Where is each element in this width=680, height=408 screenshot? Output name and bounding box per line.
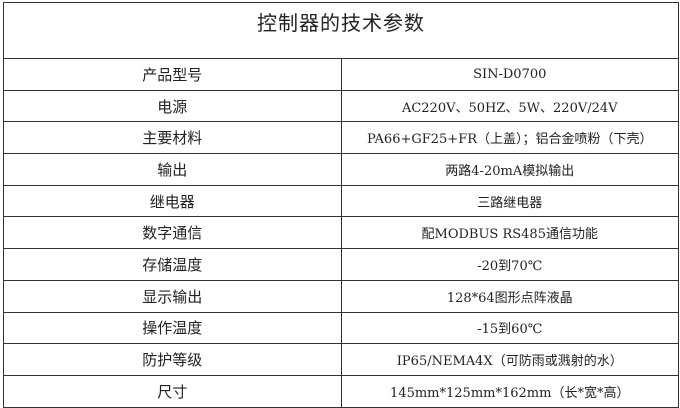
table-row: 继电器 三路继电器 (3, 184, 679, 218)
spec-value: 145mm*125mm*162mm（长*宽*高） (340, 374, 679, 408)
spec-value: 配MODBUS RS485通信功能 (340, 216, 679, 250)
spec-rows: 产品型号 SIN-D0700 电源 AC220V、50HZ、5W、220V/24V 主要… (3, 58, 679, 408)
table-row: 尺寸 145mm*125mm*162mm（长*宽*高） (3, 374, 679, 408)
table-row: 输出 两路4-20mA模拟输出 (3, 153, 679, 186)
spec-value: -20到70℃ (340, 248, 679, 281)
spec-label: 产品型号 (3, 58, 342, 91)
spec-value: 128*64图形点阵液晶 (340, 279, 679, 313)
spec-label: 显示输出 (3, 279, 342, 313)
table-row: 主要材料 PA66+GF25+FR（上盖）；铝合金喷粉（下壳） (3, 121, 679, 155)
table-row: 电源 AC220V、50HZ、5W、220V/24V (3, 89, 679, 123)
spec-value: -15到60℃ (340, 311, 679, 345)
spec-table: 控制器的技术参数 产品型号 SIN-D0700 电源 AC220V、50HZ、5W、2… (3, 2, 679, 408)
table-title: 控制器的技术参数 (3, 2, 679, 59)
table-row: 显示输出 128*64图形点阵液晶 (3, 279, 679, 313)
spec-value: IP65/NEMA4X（可防雨或溅射的水） (340, 343, 679, 376)
title-row: 控制器的技术参数 (3, 2, 679, 59)
spec-label: 继电器 (3, 184, 342, 218)
table-row: 存储温度 -20到70℃ (3, 248, 679, 281)
spec-label: 电源 (3, 89, 342, 123)
spec-value: PA66+GF25+FR（上盖）；铝合金喷粉（下壳） (340, 121, 679, 155)
spec-value: AC220V、50HZ、5W、220V/24V (340, 89, 679, 123)
table-row: 防护等级 IP65/NEMA4X（可防雨或溅射的水） (3, 343, 679, 376)
spec-label: 输出 (3, 153, 342, 186)
spec-label: 存储温度 (3, 248, 342, 281)
spec-label: 数字通信 (3, 216, 342, 250)
spec-label: 主要材料 (3, 121, 342, 155)
spec-label: 操作温度 (3, 311, 342, 345)
table-row: 操作温度 -15到60℃ (3, 311, 679, 345)
spec-value: 两路4-20mA模拟输出 (340, 153, 679, 186)
table-row: 数字通信 配MODBUS RS485通信功能 (3, 216, 679, 250)
spec-value: 三路继电器 (340, 184, 679, 218)
spec-label: 防护等级 (3, 343, 342, 376)
table-row: 产品型号 SIN-D0700 (3, 58, 679, 91)
spec-label: 尺寸 (3, 374, 342, 408)
spec-value: SIN-D0700 (340, 58, 679, 91)
